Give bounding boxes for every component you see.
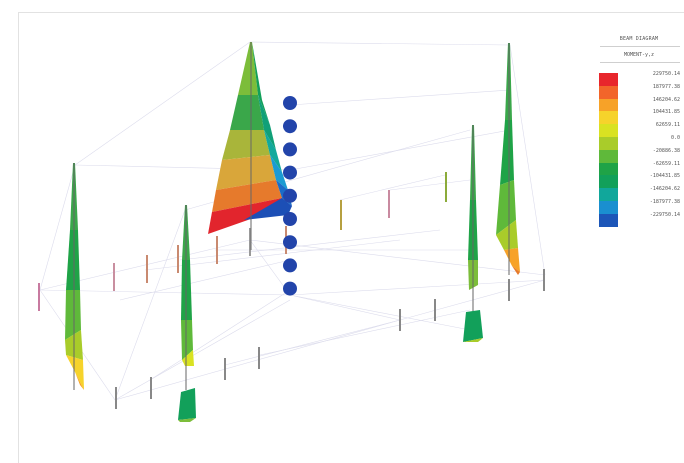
legend-label: 0.0 bbox=[670, 135, 680, 141]
legend-swatch bbox=[599, 85, 618, 99]
legend-subtitle: MOMENT-y,z bbox=[623, 52, 655, 58]
legend-label: -146204.62 bbox=[649, 186, 680, 193]
legend-swatch bbox=[599, 188, 618, 202]
legend-label: 187977.38 bbox=[652, 83, 680, 90]
moment-diagram-left bbox=[65, 163, 84, 390]
legend-swatch bbox=[599, 137, 618, 150]
legend-title: BEAM DIAGRAM bbox=[619, 36, 659, 42]
legend-label: 229750.14 bbox=[652, 71, 680, 77]
legend-swatch bbox=[599, 111, 618, 125]
legend-swatch bbox=[599, 162, 618, 176]
support-node[interactable] bbox=[283, 258, 297, 273]
support-node[interactable] bbox=[283, 235, 297, 250]
legend-label: -229750.14 bbox=[649, 211, 680, 218]
support-node[interactable] bbox=[283, 119, 297, 134]
support-node[interactable] bbox=[283, 188, 297, 203]
viewport-frame bbox=[18, 12, 684, 463]
wireframe-grid bbox=[39, 41, 546, 401]
legend-row: -229750.14 bbox=[596, 211, 682, 227]
legend-swatch bbox=[599, 73, 618, 86]
legend-row: -146204.62 bbox=[596, 186, 682, 202]
moment-diagram-right bbox=[496, 43, 520, 275]
legend-divider bbox=[600, 46, 680, 47]
moment-diagram-right-center bbox=[463, 125, 483, 342]
legend-label: 104431.85 bbox=[652, 109, 680, 116]
legend-swatch bbox=[599, 98, 618, 112]
legend-label: -20886.38 bbox=[652, 147, 680, 154]
legend-row: -20886.38 bbox=[596, 147, 682, 163]
legend-label: 146204.62 bbox=[652, 96, 680, 103]
legend-row: 229750.14 bbox=[596, 71, 682, 86]
legend-row: 187977.38 bbox=[596, 83, 682, 99]
support-node[interactable] bbox=[283, 142, 297, 157]
legend-swatch bbox=[599, 149, 618, 163]
member-ticks bbox=[38, 172, 545, 409]
legend-row: 0.0 bbox=[596, 135, 682, 150]
legend-swatch bbox=[599, 201, 618, 214]
legend-row: -104431.85 bbox=[596, 173, 682, 189]
support-node[interactable] bbox=[283, 165, 297, 180]
legend-row: 104431.85 bbox=[596, 109, 682, 125]
support-node[interactable] bbox=[283, 96, 297, 110]
color-legend: BEAM DIAGRAM MOMENT-y,z 229750.14 187977.… bbox=[596, 36, 682, 236]
legend-label: -104431.85 bbox=[649, 173, 680, 180]
legend-label: -62659.11 bbox=[652, 160, 680, 167]
legend-row: 62659.11 bbox=[596, 122, 682, 138]
legend-row: -187977.38 bbox=[596, 199, 682, 214]
support-nodes bbox=[283, 96, 297, 296]
moment-diagram-central bbox=[208, 42, 292, 250]
legend-swatch bbox=[599, 175, 618, 189]
moment-diagram-left-center bbox=[178, 205, 196, 422]
support-node[interactable] bbox=[283, 281, 297, 296]
legend-row: 146204.62 bbox=[596, 96, 682, 112]
legend-divider bbox=[600, 62, 680, 63]
support-node[interactable] bbox=[283, 212, 297, 226]
legend-swatch bbox=[599, 213, 618, 227]
legend-row: -62659.11 bbox=[596, 160, 682, 176]
legend-swatch bbox=[599, 124, 618, 138]
legend-label: 62659.11 bbox=[655, 122, 680, 129]
legend-label: -187977.38 bbox=[649, 199, 680, 205]
